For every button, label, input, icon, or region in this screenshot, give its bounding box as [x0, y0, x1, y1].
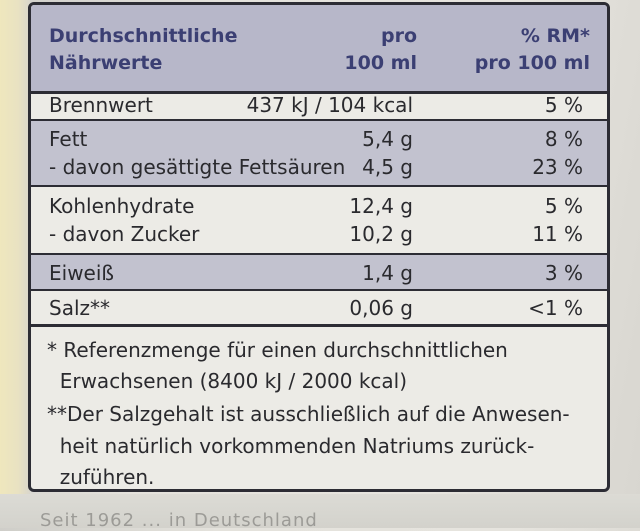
table-header: Durchschnittliche Nährwerte pro 100 ml %…	[31, 5, 607, 94]
footnote-line-1: * Referenzmenge für einen durchschnittli…	[47, 338, 508, 362]
footnote-line-2: Erwachsenen (8400 kJ / 2000 kcal)	[47, 369, 408, 393]
header-reference-intake: % RM* pro 100 ml	[475, 23, 590, 77]
saturated-fat-label: - davon gesättigte Fettsäuren	[49, 155, 346, 179]
carton-edge-left	[0, 0, 30, 528]
salt-value: 0,06 g	[349, 296, 413, 320]
carton-bottom-text: Seit 1962 ... in Deutschland	[40, 510, 318, 531]
fat-percent: 8 %	[544, 127, 583, 151]
saturated-fat-value: 4,5 g	[362, 155, 413, 179]
carbohydrates-percent: 5 %	[544, 194, 583, 218]
nutrition-table-panel: Durchschnittliche Nährwerte pro 100 ml %…	[28, 2, 610, 492]
header-per-100ml: pro 100 ml	[344, 23, 417, 77]
header-ri-line-2: pro 100 ml	[474, 52, 590, 74]
energy-label: Brennwert	[49, 93, 153, 117]
energy-percent: 5 %	[544, 93, 583, 117]
row-carbohydrates: Kohlenhydrate 12,4 g 5 % - davon Zucker …	[31, 187, 607, 255]
sugar-label: - davon Zucker	[49, 222, 200, 246]
row-energy: Brennwert 437 kJ / 104 kcal 5 %	[31, 91, 607, 121]
carbohydrates-label: Kohlenhydrate	[49, 194, 195, 218]
row-fat: Fett 5,4 g 8 % - davon gesättigte Fettsä…	[31, 121, 607, 187]
header-nutrients: Durchschnittliche Nährwerte	[49, 23, 237, 77]
protein-value: 1,4 g	[362, 261, 413, 285]
sugar-value: 10,2 g	[349, 222, 413, 246]
fat-label: Fett	[49, 127, 88, 151]
footnote-line-3: **Der Salzgehalt ist ausschließlich auf …	[47, 402, 570, 426]
salt-percent: <1 %	[528, 296, 583, 320]
header-per-100ml-line-1: pro	[380, 25, 417, 47]
carbohydrates-value: 12,4 g	[349, 194, 413, 218]
sugar-percent: 11 %	[532, 222, 583, 246]
carton-bottom	[0, 494, 640, 528]
header-nutrients-line-2: Nährwerte	[49, 52, 163, 74]
header-nutrients-line-1: Durchschnittliche	[49, 25, 238, 47]
footnote-line-5: zuführen.	[47, 465, 155, 489]
header-ri-line-1: % RM*	[520, 25, 590, 47]
protein-percent: 3 %	[544, 261, 583, 285]
saturated-fat-percent: 23 %	[532, 155, 583, 179]
header-per-100ml-line-2: 100 ml	[344, 52, 417, 74]
row-salt: Salz** 0,06 g <1 %	[31, 291, 607, 327]
row-protein: Eiweiß 1,4 g 3 %	[31, 255, 607, 291]
energy-value: 437 kJ / 104 kcal	[246, 93, 413, 117]
salt-label: Salz**	[49, 296, 111, 320]
fat-value: 5,4 g	[362, 127, 413, 151]
footnote-line-4: heit natürlich vorkommenden Natriums zur…	[47, 434, 535, 458]
protein-label: Eiweiß	[49, 261, 115, 285]
